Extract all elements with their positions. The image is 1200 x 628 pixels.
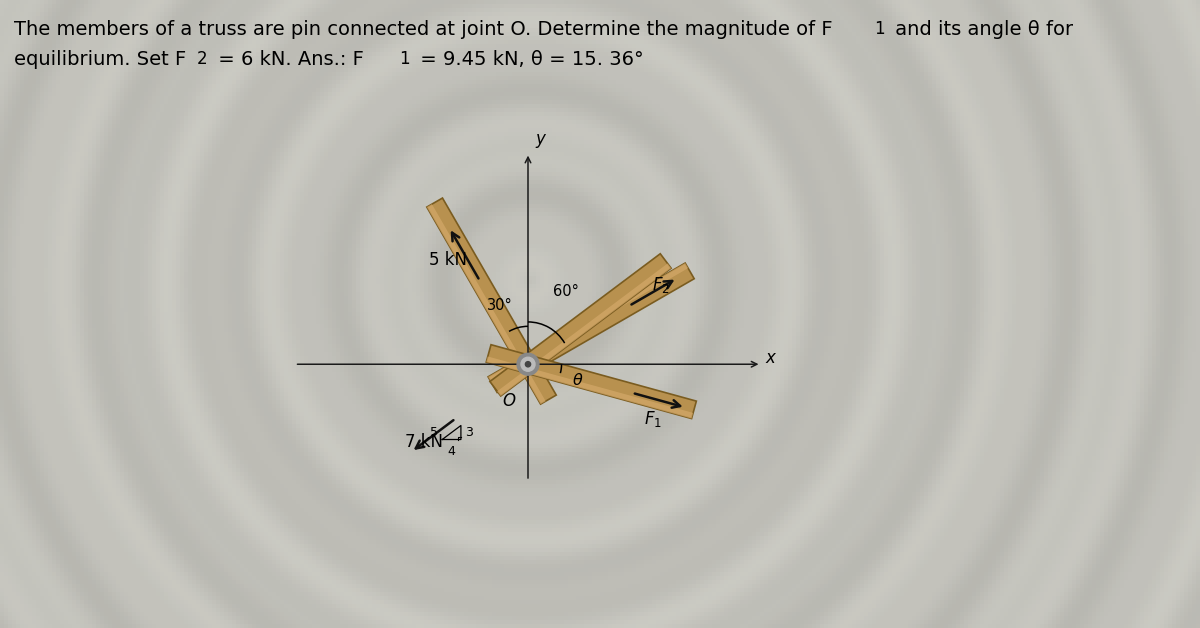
Text: equilibrium. Set F: equilibrium. Set F (14, 50, 186, 69)
Polygon shape (486, 345, 696, 418)
Text: 2: 2 (197, 50, 208, 68)
Polygon shape (497, 264, 671, 396)
Text: 3: 3 (466, 426, 473, 439)
Polygon shape (488, 263, 695, 392)
Text: 1: 1 (398, 50, 409, 68)
Circle shape (521, 357, 535, 371)
Text: 5 kN: 5 kN (428, 251, 467, 269)
Text: 4: 4 (448, 445, 456, 458)
Text: = 9.45 kN, θ = 15. 36°: = 9.45 kN, θ = 15. 36° (414, 50, 643, 69)
Text: x: x (766, 349, 775, 367)
Text: 30°: 30° (487, 298, 514, 313)
Text: 1: 1 (874, 20, 884, 38)
Polygon shape (486, 357, 694, 418)
Text: = 6 kN. Ans.: F: = 6 kN. Ans.: F (212, 50, 364, 69)
Circle shape (526, 362, 530, 367)
Text: $F_1$: $F_1$ (643, 409, 661, 429)
Text: 60°: 60° (553, 284, 578, 299)
Text: $F_2$: $F_2$ (653, 276, 670, 296)
Text: 5: 5 (430, 426, 438, 439)
Polygon shape (490, 254, 671, 396)
Circle shape (517, 354, 539, 375)
Text: 7 kN: 7 kN (404, 433, 443, 451)
Text: θ: θ (572, 373, 582, 387)
Text: O: O (503, 392, 516, 409)
Polygon shape (427, 204, 546, 404)
Text: y: y (535, 131, 545, 148)
Text: The members of a truss are pin connected at joint O. Determine the magnitude of : The members of a truss are pin connected… (14, 20, 833, 39)
Text: and its angle θ for: and its angle θ for (889, 20, 1073, 39)
Polygon shape (427, 198, 557, 404)
Polygon shape (488, 263, 688, 382)
